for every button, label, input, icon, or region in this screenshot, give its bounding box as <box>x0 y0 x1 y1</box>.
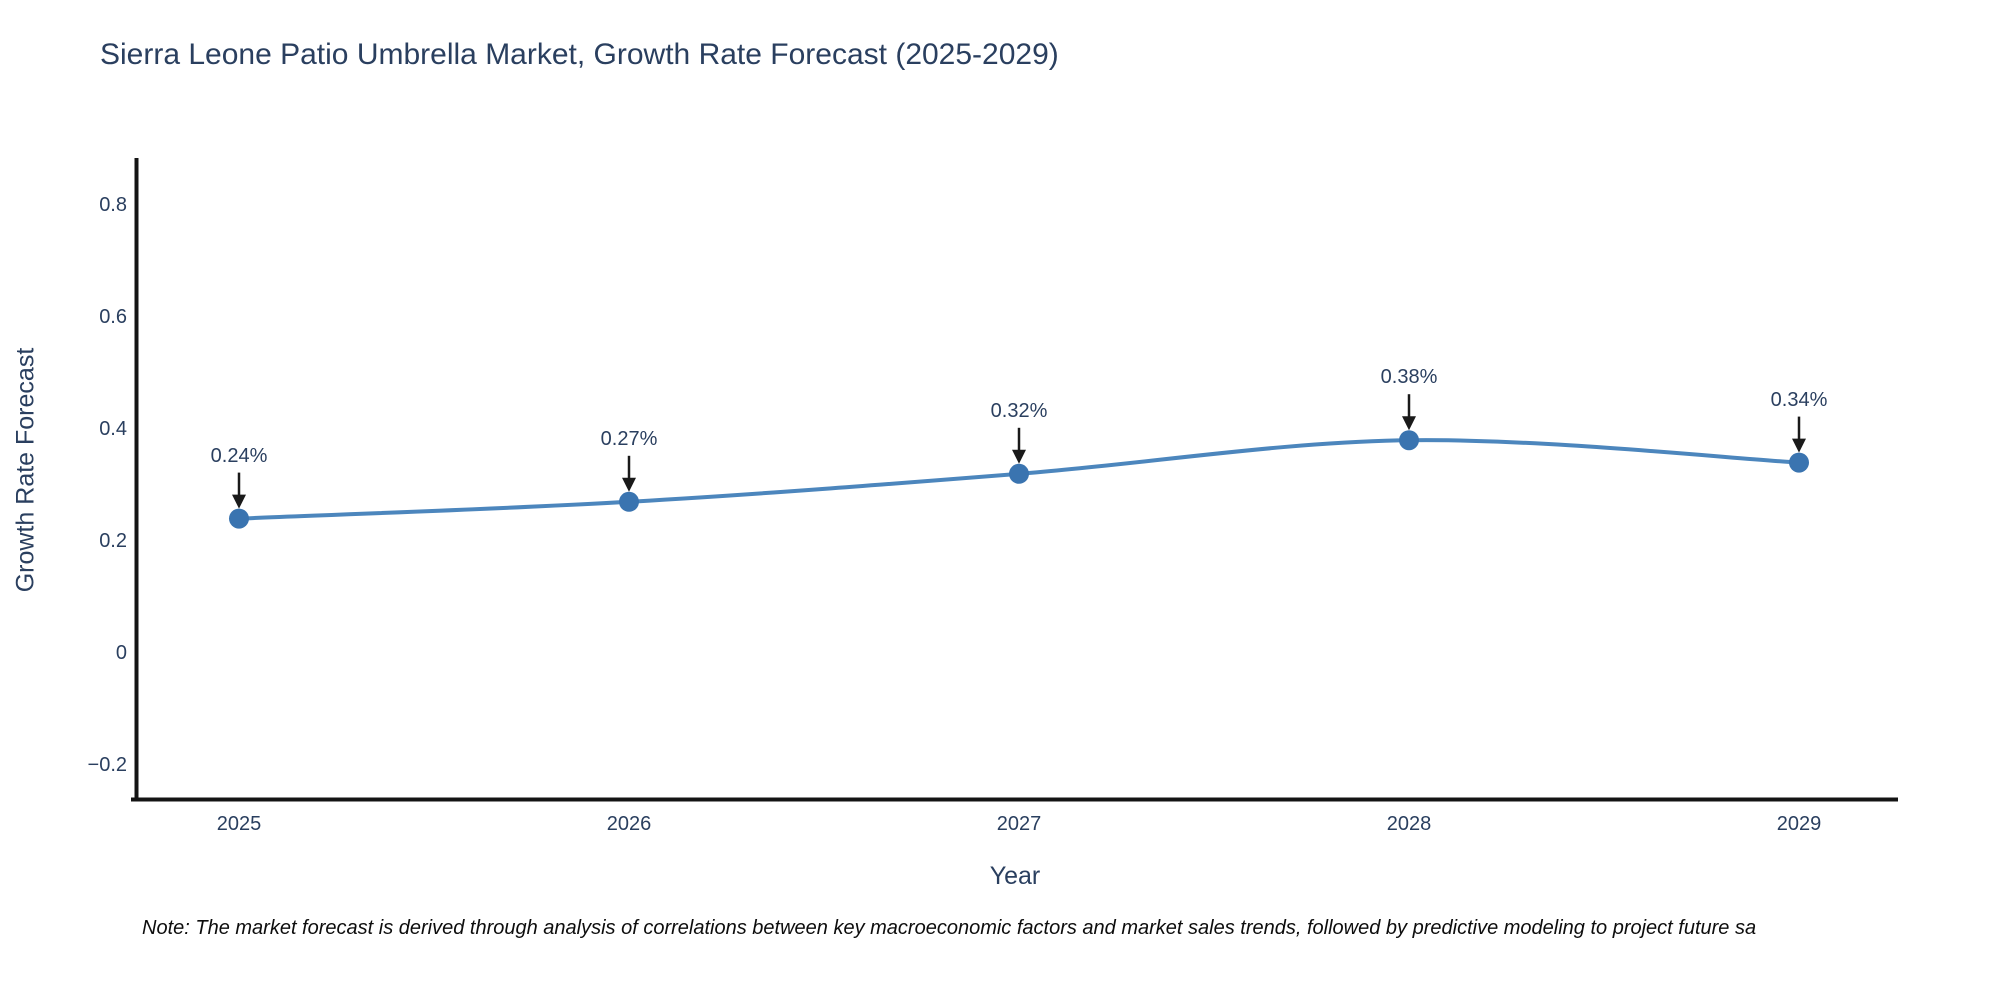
point-value-annotation: 0.38% <box>1380 366 1438 389</box>
point-value-annotation: 0.32% <box>990 399 1048 422</box>
x-tick-label: 2026 <box>606 813 652 835</box>
point-value-annotation: 0.27% <box>600 427 658 450</box>
x-tick-label: 2029 <box>1776 813 1822 835</box>
y-tick-label: 0.2 <box>99 530 127 552</box>
data-point-marker <box>1789 452 1809 473</box>
x-axis-title: Year <box>989 862 1041 890</box>
y-tick-label: 0.8 <box>99 194 127 216</box>
y-tick-label: 0 <box>115 642 127 664</box>
point-value-annotation: 0.34% <box>1770 388 1828 411</box>
annotation-arrow-head <box>1012 449 1026 464</box>
point-value-annotation: 0.24% <box>210 444 268 467</box>
data-point-marker <box>1009 463 1029 484</box>
y-tick-label: 0.4 <box>99 418 127 440</box>
annotation-arrow-head <box>1792 438 1806 453</box>
data-point-marker <box>229 508 249 529</box>
x-tick-label: 2025 <box>216 813 262 835</box>
footnote-text: Note: The market forecast is derived thr… <box>142 917 1757 939</box>
annotation-arrow-head <box>622 477 636 492</box>
chart-title: Sierra Leone Patio Umbrella Market, Grow… <box>100 38 1059 71</box>
x-tick-label: 2027 <box>996 813 1042 835</box>
data-point-marker <box>1399 430 1419 451</box>
y-axis-title: Growth Rate Forecast <box>11 347 40 593</box>
x-tick-label: 2028 <box>1386 813 1432 835</box>
annotation-arrow-head <box>1402 416 1416 431</box>
y-tick-label: −0.2 <box>87 754 127 776</box>
annotation-arrow-head <box>232 494 246 509</box>
y-tick-label: 0.6 <box>99 306 127 328</box>
data-point-marker <box>619 491 639 512</box>
